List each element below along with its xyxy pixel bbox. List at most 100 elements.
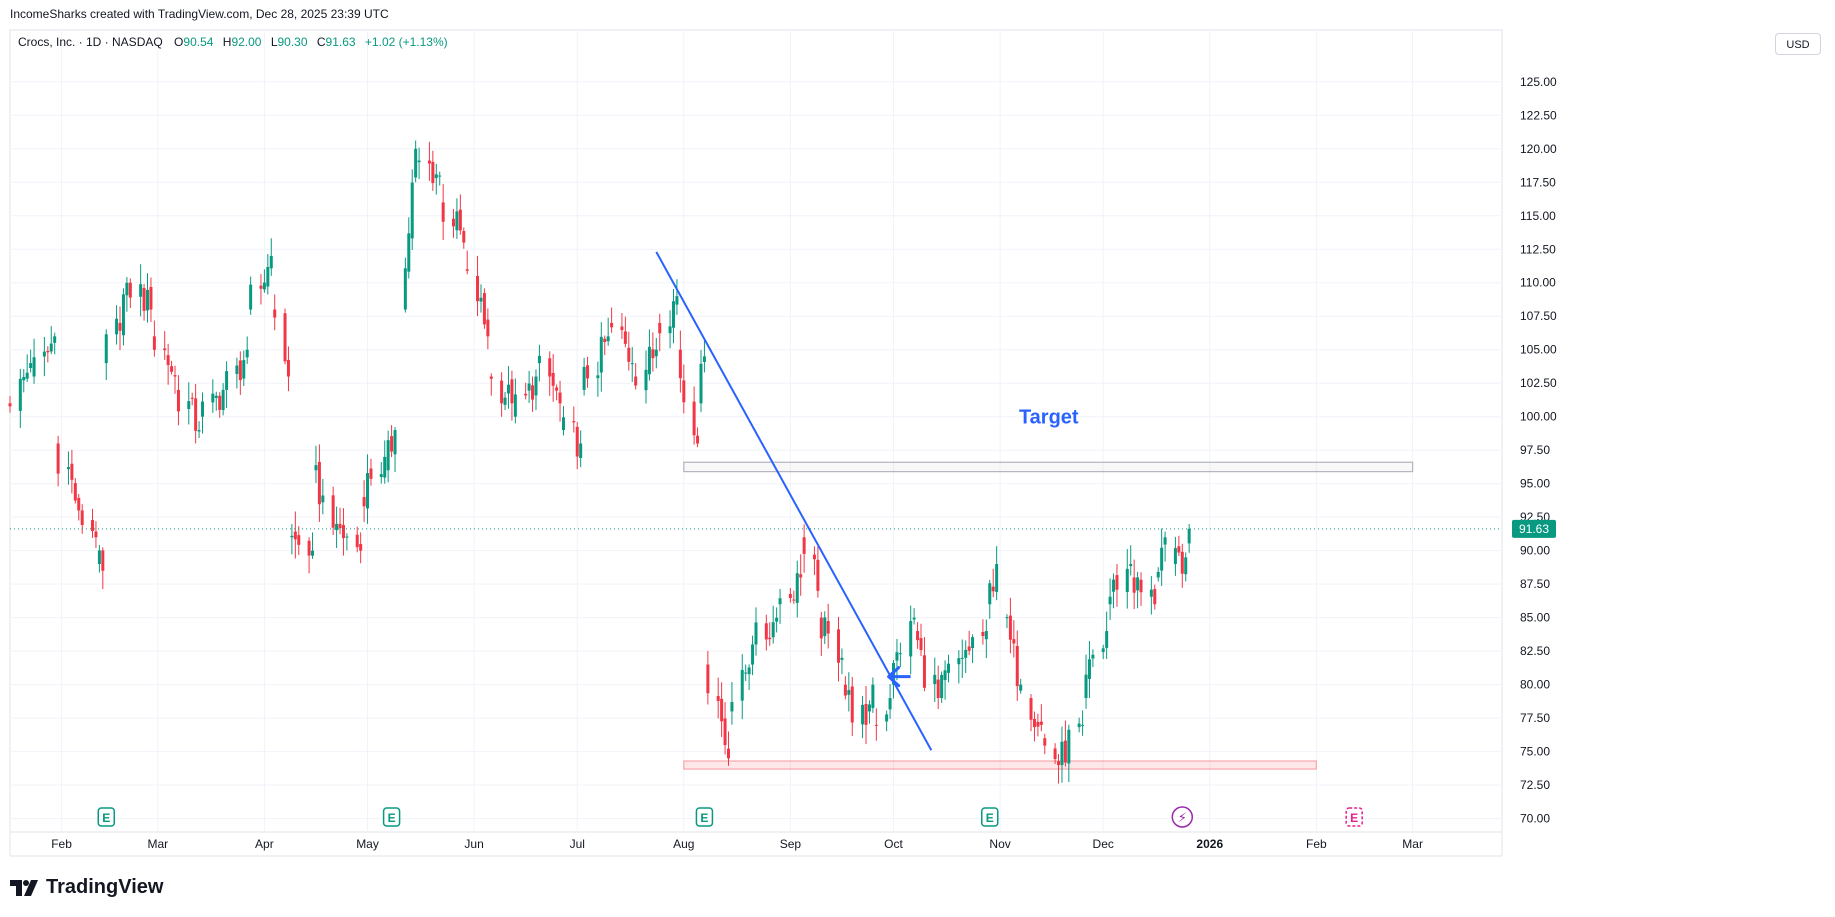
candle-body xyxy=(754,622,758,645)
candle-body xyxy=(627,347,631,362)
candle-body xyxy=(991,586,995,592)
candle-body xyxy=(1032,718,1036,728)
x-tick-label: Aug xyxy=(673,837,694,851)
symbol-legend: Crocs, Inc. · 1D · NASDAQ O90.54 H92.00 … xyxy=(18,35,454,49)
candle-body xyxy=(1036,721,1040,727)
candle-body xyxy=(513,394,517,417)
x-tick-label: Jul xyxy=(570,837,585,851)
candle-body xyxy=(266,266,270,287)
candle-body xyxy=(53,336,57,343)
candle-body xyxy=(1184,557,1188,575)
candle-body xyxy=(262,282,266,290)
flash-event-icon xyxy=(1171,806,1194,828)
candle-body xyxy=(249,284,253,310)
change-value: +1.02 (+1.13%) xyxy=(364,35,448,49)
close-value: 91.63 xyxy=(325,35,356,49)
candle-body xyxy=(1063,740,1067,763)
candle-body xyxy=(125,282,129,296)
y-axis[interactable]: 125.00 122.50 120.00 117.50 115.00 112.50 110.… xyxy=(1512,75,1557,826)
candle-body xyxy=(1173,548,1177,565)
candle-body xyxy=(606,336,610,342)
candle-body xyxy=(720,698,724,722)
chart-grid xyxy=(9,29,1503,857)
tradingview-brand[interactable]: TradingView xyxy=(10,876,163,899)
brand-name: TradingView xyxy=(46,876,164,898)
candle-body xyxy=(259,285,263,289)
candle-body xyxy=(1005,617,1009,619)
candle-body xyxy=(56,443,60,474)
candle-body xyxy=(486,319,490,337)
candle-body xyxy=(510,379,514,404)
candle-body xyxy=(173,375,177,377)
candle-body xyxy=(94,531,98,538)
candle-body xyxy=(369,468,373,479)
candle-body xyxy=(1125,568,1129,592)
candle-body xyxy=(187,401,191,409)
x-tick-label: Oct xyxy=(884,837,903,851)
candle-body xyxy=(861,704,865,725)
candle-body xyxy=(572,421,576,423)
candle-body xyxy=(455,211,459,231)
candle-body xyxy=(947,663,951,673)
candle-body xyxy=(1108,596,1112,605)
tradingview-logo-icon xyxy=(10,879,38,896)
candle-body xyxy=(1163,537,1167,545)
y-tick-label: 77.50 xyxy=(1520,711,1550,725)
y-tick-label: 72.50 xyxy=(1520,778,1550,792)
y-tick-label: 120.00 xyxy=(1520,142,1557,156)
y-tick-label: 100.00 xyxy=(1520,410,1557,424)
high-label: H xyxy=(222,35,232,49)
candle-body xyxy=(778,598,782,605)
candle-body xyxy=(146,289,150,311)
earnings-icon xyxy=(695,807,714,827)
candle-body xyxy=(826,621,830,634)
candle-body xyxy=(91,520,95,532)
x-axis[interactable]: Feb Mar Apr May Jun Jul Aug Sep Oct Nov Dec 2026 Feb… xyxy=(51,837,1423,851)
candle-body xyxy=(1112,579,1116,592)
low-label: L xyxy=(270,35,278,49)
candle-body xyxy=(630,363,634,365)
candle-body xyxy=(434,174,438,179)
candle-body xyxy=(1091,654,1095,659)
candle-body xyxy=(658,322,662,334)
candle-body xyxy=(644,369,648,391)
candle-body xyxy=(726,748,730,759)
candle-body xyxy=(1039,721,1043,725)
candle-body xyxy=(242,360,246,379)
candle-body xyxy=(885,714,889,722)
candle-body xyxy=(964,649,968,658)
candle-body xyxy=(620,326,624,331)
candle-body xyxy=(867,704,871,712)
candle-body xyxy=(558,392,562,404)
currency-button[interactable]: USD xyxy=(1775,33,1821,55)
close-label: C xyxy=(316,35,326,49)
candle-body xyxy=(874,724,878,726)
candle-body xyxy=(427,160,431,164)
candle-body xyxy=(118,322,122,331)
candle-body xyxy=(919,638,923,651)
candle-body xyxy=(506,384,510,394)
candle-body xyxy=(139,284,143,297)
candle-body xyxy=(816,559,820,591)
candle-body xyxy=(702,356,706,363)
candle-body xyxy=(142,287,146,311)
candle-body xyxy=(586,365,590,379)
x-tick-label: May xyxy=(356,837,379,851)
candle-body xyxy=(551,372,555,386)
candle-body xyxy=(290,535,294,538)
y-tick-label: 97.50 xyxy=(1520,443,1550,457)
open-label: O xyxy=(174,35,184,49)
candle-body xyxy=(788,593,792,599)
candle-body xyxy=(895,652,899,661)
candle-body xyxy=(362,497,366,507)
y-tick-label: 117.50 xyxy=(1520,175,1556,189)
x-tick-label: Feb xyxy=(1306,837,1327,851)
candle-body xyxy=(163,348,167,351)
candle-body xyxy=(706,664,710,694)
candle-body xyxy=(1156,571,1160,578)
candle-body xyxy=(668,326,672,334)
candle-body xyxy=(46,350,50,353)
x-tick-label: Sep xyxy=(780,837,802,851)
candle-body xyxy=(341,525,345,539)
